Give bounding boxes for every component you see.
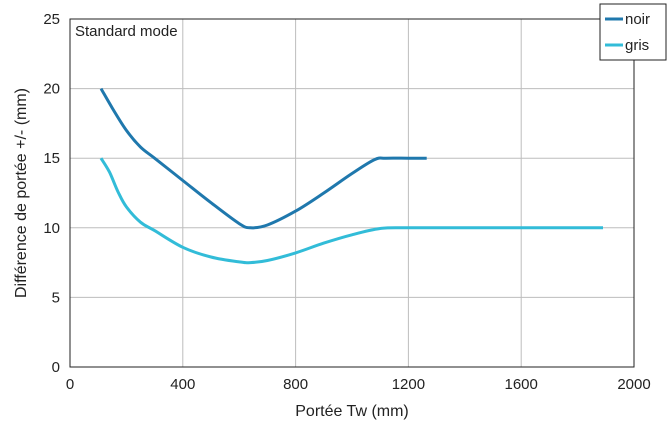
legend-label-gris: gris — [625, 37, 649, 54]
y-tick-label: 0 — [52, 359, 60, 376]
x-tick-label: 0 — [66, 376, 74, 393]
legend: noir gris — [599, 3, 667, 61]
plot-background — [70, 19, 634, 367]
x-tick-label: 400 — [170, 376, 195, 393]
y-tick-label: 15 — [43, 150, 60, 167]
x-axis-label: Portée Tw (mm) — [295, 403, 409, 420]
x-tick-label: 800 — [283, 376, 308, 393]
chart-annotation: Standard mode — [75, 23, 178, 40]
legend-label-noir: noir — [625, 11, 650, 28]
y-tick-label: 10 — [43, 220, 60, 237]
y-tick-label: 20 — [43, 81, 60, 98]
x-tick-label: 2000 — [617, 376, 650, 393]
y-tick-label: 5 — [52, 289, 60, 306]
x-tick-label: 1200 — [392, 376, 425, 393]
series-line-noir — [99, 87, 427, 230]
y-tick-labels: 0 5 10 15 20 25 — [43, 11, 60, 376]
y-axis-label: Différence de portée +/- (mm) — [13, 88, 30, 298]
plot-frame — [69, 18, 635, 368]
series-line-gris — [99, 157, 603, 265]
y-tick-label: 25 — [43, 11, 60, 28]
legend-box — [599, 3, 667, 61]
x-tick-label: 1600 — [505, 376, 538, 393]
x-tick-labels: 0 400 800 1200 1600 2000 — [66, 376, 651, 393]
series-lines — [99, 87, 603, 265]
